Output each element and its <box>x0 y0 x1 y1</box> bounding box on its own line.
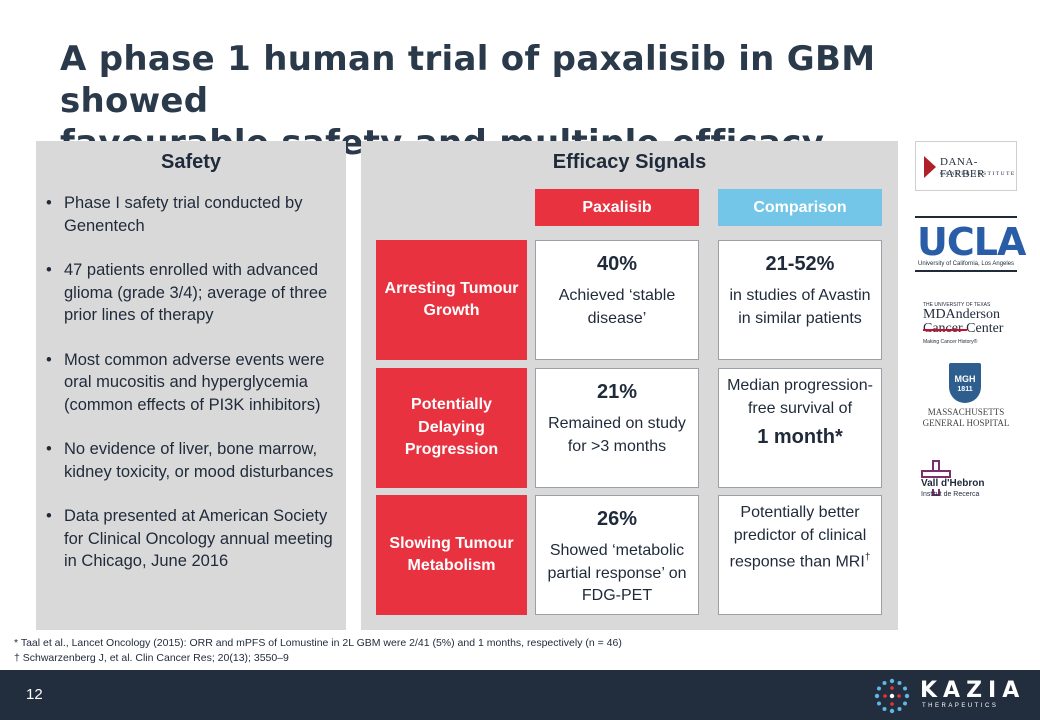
page-number: 12 <box>26 686 43 703</box>
paxalisib-value: 40% <box>596 253 638 275</box>
comparison-text: Median progression-free survival of <box>727 377 873 417</box>
safety-panel: Safety Phase I safety trial conducted by… <box>36 141 346 630</box>
footnotes: * Taal et al., Lancet Oncology (2015): O… <box>14 636 622 665</box>
efficacy-heading: Efficacy Signals <box>552 151 707 173</box>
md-anderson-cancer-center: Cancer Center <box>923 321 1004 336</box>
comparison-text: Potentially better predictor of clinical… <box>729 504 867 571</box>
paxalisib-value: 21% <box>596 381 638 403</box>
ucla-wordmark: UCLA <box>917 220 1026 264</box>
comparison-cell-arresting-growth: 21-52% in studies of Avastin in similar … <box>718 240 882 360</box>
dana-farber-name: DANA-FARBER <box>940 156 985 180</box>
footnote-dagger: † Schwarzenberg J, et al. Clin Cancer Re… <box>14 651 289 664</box>
mgh-shield-year: 1811 <box>957 386 973 393</box>
ucla-subtitle: University of California, Los Angeles <box>918 261 1015 267</box>
md-anderson-name: MDAnderson <box>923 307 1000 322</box>
comparison-value: 21-52% <box>765 253 835 275</box>
safety-bullet: No evidence of liver, bone marrow, kidne… <box>46 438 336 483</box>
md-anderson-top-line: THE UNIVERSITY OF TEXAS <box>923 302 991 308</box>
row-label-text: Slowing Tumour Metabolism <box>389 534 514 575</box>
row-label-arresting-growth: Arresting Tumour Growth <box>376 240 527 360</box>
md-anderson-strike-icon <box>923 329 967 331</box>
safety-bullet: Phase I safety trial conducted by Genent… <box>46 192 336 237</box>
paxalisib-cell-arresting-growth: 40% Achieved ‘stable disease’ <box>535 240 699 360</box>
comparison-column-header: Comparison <box>718 189 882 226</box>
kazia-wordmark: KAZIA <box>920 678 1026 703</box>
kazia-subtitle: THERAPEUTICS <box>922 703 999 709</box>
ucla-logo: UCLA University of California, Los Angel… <box>915 216 1026 272</box>
mgh-shield-text: MGH <box>954 374 976 384</box>
md-anderson-tagline: Making Cancer History® <box>923 339 978 345</box>
footer-bar: 12 KAZIA THERAPEUTICS <box>0 670 1040 720</box>
dana-farber-mark-icon <box>924 156 936 178</box>
paxalisib-column-header: Paxalisib <box>535 189 699 226</box>
safety-bullet-list: Phase I safety trial conducted by Genent… <box>46 192 336 573</box>
dagger-footnote-marker: † <box>864 552 871 563</box>
dana-farber-logo: DANA-FARBER CANCER INSTITUTE <box>915 141 1017 191</box>
slide-title-line-1: A phase 1 human trial of paxalisib in GB… <box>60 39 876 121</box>
safety-bullet: 47 patients enrolled with advanced gliom… <box>46 259 336 327</box>
paxalisib-cell-delaying-progression: 21% Remained on study for >3 months <box>535 368 699 488</box>
safety-bullet: Data presented at American Society for C… <box>46 505 336 573</box>
comparison-text: in studies of Avastin in similar patient… <box>729 287 871 327</box>
md-anderson-logo: THE UNIVERSITY OF TEXAS MDAnderson Cance… <box>915 302 1017 347</box>
comparison-cell-slowing-metabolism: Potentially better predictor of clinical… <box>718 495 882 615</box>
safety-heading: Safety <box>160 151 222 173</box>
safety-bullet: Most common adverse events were oral muc… <box>46 349 336 417</box>
mgh-logo: MGH 1811 MASSACHUSETTS GENERAL HOSPITAL <box>915 361 1017 433</box>
comparison-text-wrap: Potentially better predictor of clinical… <box>719 502 881 574</box>
vall-dhebron-name: Vall d'Hebron <box>921 478 985 489</box>
paxalisib-text: Showed ‘metabolic partial response’ on F… <box>547 542 687 604</box>
row-label-text: Potentially Delaying Progression <box>404 396 499 459</box>
mgh-name-line-2: GENERAL HOSPITAL <box>922 418 1010 428</box>
comparison-cell-delaying-progression: Median progression-free survival of 1 mo… <box>718 368 882 488</box>
row-label-delaying-progression: Potentially Delaying Progression <box>376 368 527 488</box>
mgh-shield-icon: MGH 1811 <box>949 363 981 403</box>
mgh-name-line-1: MASSACHUSETTS <box>927 407 1005 417</box>
footnote-asterisk: * Taal et al., Lancet Oncology (2015): O… <box>14 637 622 649</box>
paxalisib-value: 26% <box>596 508 638 530</box>
vall-dhebron-logo: Vall d'Hebron Institut de Recerca <box>915 456 1017 500</box>
row-label-slowing-metabolism: Slowing Tumour Metabolism <box>376 495 527 615</box>
row-label-text: Arresting Tumour Growth <box>384 279 519 320</box>
paxalisib-cell-slowing-metabolism: 26% Showed ‘metabolic partial response’ … <box>535 495 699 615</box>
vall-dhebron-subtitle: Institut de Recerca <box>921 491 980 498</box>
paxalisib-text: Remained on study for >3 months <box>548 415 686 455</box>
comparison-value: 1 month* <box>757 426 843 448</box>
paxalisib-text: Achieved ‘stable disease’ <box>558 287 676 327</box>
dana-farber-subtitle: CANCER INSTITUTE <box>940 171 1016 177</box>
kazia-dots-icon <box>874 678 910 714</box>
